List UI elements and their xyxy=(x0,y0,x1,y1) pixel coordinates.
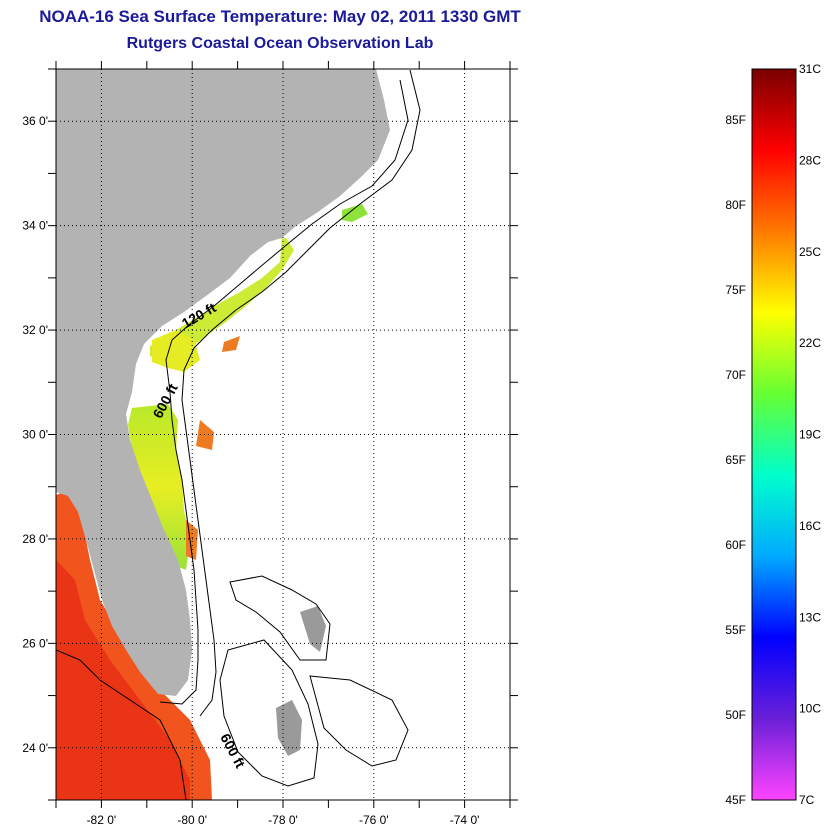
colorbar-f-label: 85F xyxy=(725,113,746,127)
colorbar-c-label: 19C xyxy=(799,428,821,442)
lon-tick-label: -74 0' xyxy=(450,813,480,827)
lat-tick-label: 32 0' xyxy=(22,323,48,337)
lon-tick-label: -80 0' xyxy=(177,813,207,827)
colorbar-labels: 85F 80F 75F 70F 65F 60F 55F 50F 45F 31C 28C 25C 22C 1… xyxy=(725,62,821,807)
sst-patch-outer-banks xyxy=(342,204,368,222)
contour-gulf xyxy=(56,649,187,800)
map-subtitle: Rutgers Coastal Ocean Observation Lab xyxy=(126,35,434,52)
colorbar-f-label: 60F xyxy=(725,538,746,552)
colorbar-f-label: 80F xyxy=(725,198,746,212)
contour-600ft xyxy=(181,69,421,717)
sst-patch-gulf-stream xyxy=(186,336,240,560)
lat-tick-label: 26 0' xyxy=(22,636,48,650)
colorbar-c-label: 16C xyxy=(799,519,821,533)
lon-tick-label: -76 0' xyxy=(359,813,389,827)
colorbar-c-label: 31C xyxy=(799,62,821,76)
sst-patch-carolina xyxy=(150,236,294,362)
lat-tick-label: 24 0' xyxy=(22,741,48,755)
colorbar-c-label: 13C xyxy=(799,610,821,624)
colorbar-f-label: 55F xyxy=(725,623,746,637)
colorbar-f-label: 50F xyxy=(725,708,746,722)
colorbar-c-label: 25C xyxy=(799,245,821,259)
contour-bahamas xyxy=(219,575,409,787)
lat-tick-label: 34 0' xyxy=(22,219,48,233)
sst-patch-gulf-deep xyxy=(56,560,190,800)
colorbar-c-label: 7C xyxy=(799,793,815,807)
contour-120ft xyxy=(159,79,409,705)
map-title: NOAA-16 Sea Surface Temperature: May 02,… xyxy=(39,7,521,26)
colorbar-f-label: 75F xyxy=(725,283,746,297)
colorbar-f-label: 65F xyxy=(725,453,746,467)
land-us-southeast xyxy=(56,69,390,696)
colorbar-f-label: 70F xyxy=(725,368,746,382)
lat-tick-label: 36 0' xyxy=(22,114,48,128)
axis-ticks: 24 0' 26 0' 28 0' 30 0' 32 0' 34 0' 36 0' -82 0… xyxy=(22,61,518,827)
lat-tick-label: 30 0' xyxy=(22,428,48,442)
colorbar-c-label: 28C xyxy=(799,153,821,167)
sst-patch-florida-coast xyxy=(128,404,190,570)
land-grand-bahama xyxy=(300,606,326,652)
lon-tick-label: -78 0' xyxy=(268,813,298,827)
colorbar-f-label: 45F xyxy=(725,793,746,807)
colorbar-gradient xyxy=(751,68,797,801)
colorbar-c-label: 22C xyxy=(799,336,821,350)
lat-tick-label: 28 0' xyxy=(22,532,48,546)
colorbar-c-label: 10C xyxy=(799,702,821,716)
lon-tick-label: -82 0' xyxy=(87,813,117,827)
